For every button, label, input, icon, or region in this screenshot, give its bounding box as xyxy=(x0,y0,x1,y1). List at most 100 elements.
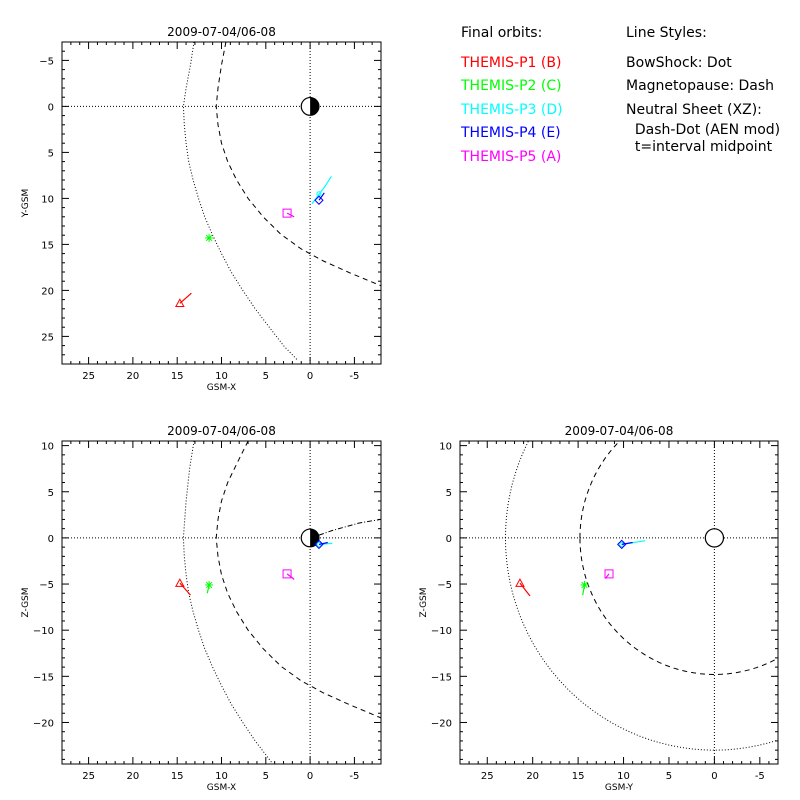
x-axis-label: GSM-X xyxy=(207,783,236,793)
line-style-item: Neutral Sheet (XZ): xyxy=(626,101,762,118)
line-styles-items: BowShock: Dot Magnetopause: Dash Neutral S… xyxy=(626,52,780,157)
earth-night-side xyxy=(310,97,319,116)
x-tick-label: -5 xyxy=(349,371,359,382)
y-tick-label: 5 xyxy=(446,488,452,499)
y-tick-label: −10 xyxy=(33,626,54,637)
y-tick-label: 25 xyxy=(41,332,54,343)
x-tick-label: 20 xyxy=(526,771,539,782)
bow-shock-line xyxy=(182,42,298,360)
plot-area xyxy=(62,42,381,364)
spacecraft-marker-square xyxy=(282,569,292,579)
y-tick-label: 0 xyxy=(446,534,452,545)
y-tick-label: −5 xyxy=(39,56,54,67)
y-tick-label: 5 xyxy=(48,488,54,499)
y-tick-label: 10 xyxy=(41,442,54,453)
y-tick-label: −15 xyxy=(431,672,452,683)
plot-panel: 25 20 15 10 5 0 -5 10 5 0 −5 −10 −15 −20 2009-07-04/06… xyxy=(419,424,779,793)
y-tick-label: −10 xyxy=(431,626,452,637)
spacecraft-marker-diamond xyxy=(314,195,324,205)
spacecraft-marker-asterisk xyxy=(580,580,589,589)
plot-title: 2009-07-04/06-08 xyxy=(565,424,674,438)
y-tick-label: 15 xyxy=(41,240,54,251)
orbit-legend-item: THEMIS-P4 (E) xyxy=(461,125,561,141)
x-tick-label: 25 xyxy=(82,371,95,382)
orbit-legend-item: THEMIS-P1 (B) xyxy=(461,54,562,71)
y-tick-label: 10 xyxy=(41,194,54,205)
x-tick-label: -5 xyxy=(755,771,765,782)
plot-panel: 25 20 15 10 5 0 -5 −5 0 5 10 15 20 25 2009-07-04/06-08… xyxy=(21,25,382,393)
y-tick-label: 10 xyxy=(439,442,452,453)
plot-area xyxy=(460,441,778,764)
x-tick-label: 5 xyxy=(263,371,269,382)
line-style-item: t=interval midpoint xyxy=(626,139,773,155)
plot-panel: 25 20 15 10 5 0 -5 10 5 0 −5 −10 −15 −20 2009-07-04/06… xyxy=(21,424,382,793)
x-tick-label: 0 xyxy=(307,371,313,382)
earth-marker xyxy=(704,528,725,548)
spacecraft-marker-triangle xyxy=(175,578,185,587)
orbit-legend-item: THEMIS-P3 (D) xyxy=(461,101,563,118)
y-axis-label: Y-GSM xyxy=(21,189,31,218)
bow-shock-line xyxy=(504,441,778,751)
spacecraft-marker-square xyxy=(604,569,614,579)
spacecraft-marker-triangle xyxy=(175,298,185,307)
spacecraft-track xyxy=(318,541,328,545)
neutral-sheet-line xyxy=(318,518,381,536)
y-tick-label: −20 xyxy=(431,718,452,729)
plot-frame xyxy=(61,440,382,765)
x-tick-label: 0 xyxy=(307,771,313,782)
spacecraft-track xyxy=(179,582,191,596)
y-tick-label: 5 xyxy=(48,148,54,159)
magnetopause-line xyxy=(215,441,381,719)
spacecraft-track xyxy=(318,192,325,201)
plot-frame xyxy=(61,41,382,365)
y-tick-label: 0 xyxy=(48,102,54,113)
spacecraft-track xyxy=(519,582,531,597)
x-tick-label: 5 xyxy=(666,771,672,782)
spacecraft-marker-triangle xyxy=(515,578,525,587)
y-tick-label: −20 xyxy=(33,718,54,729)
spacecraft-marker-diamond xyxy=(617,539,627,550)
plot-frame xyxy=(459,440,779,765)
spacecraft-marker-diamond xyxy=(314,539,324,550)
y-axis-label: Z-GSM xyxy=(419,587,429,617)
y-tick-label: −15 xyxy=(33,672,54,683)
x-tick-label: 20 xyxy=(127,771,140,782)
plot-area xyxy=(62,441,381,764)
x-tick-label: 10 xyxy=(617,771,630,782)
x-tick-label: -5 xyxy=(349,771,359,782)
x-tick-label: 15 xyxy=(572,771,585,782)
x-tick-label: 10 xyxy=(215,771,228,782)
y-tick-label: −5 xyxy=(437,580,452,591)
y-tick-label: 20 xyxy=(41,286,54,297)
x-tick-label: 15 xyxy=(171,371,184,382)
line-style-item: BowShock: Dot xyxy=(626,54,732,71)
line-styles-title: Line Styles: xyxy=(626,25,707,41)
x-axis-label: GSM-X xyxy=(207,383,236,393)
magnetopause-line xyxy=(215,42,381,287)
bow-shock-line xyxy=(182,441,274,764)
y-tick-label: 0 xyxy=(48,534,54,545)
orbits-legend: Final orbits: THEMIS-P1 (B) THEMIS-P2 (C)… xyxy=(461,22,563,169)
x-tick-label: 20 xyxy=(127,371,140,382)
orbits-legend-items: THEMIS-P1 (B) THEMIS-P2 (C) THEMIS-P3 (D) T… xyxy=(461,52,563,170)
line-styles-legend: Line Styles: BowShock: Dot Magnetopause: … xyxy=(626,22,780,156)
plot-title: 2009-07-04/06-08 xyxy=(167,25,276,39)
asterisk-stroke xyxy=(205,581,213,589)
x-tick-label: 10 xyxy=(215,371,228,382)
x-tick-label: 25 xyxy=(481,771,494,782)
y-tick-label: −5 xyxy=(39,580,54,591)
spacecraft-track xyxy=(179,292,192,304)
spacecraft-marker-asterisk xyxy=(205,580,214,589)
orbit-legend-item: THEMIS-P5 (A) xyxy=(461,148,562,165)
spacecraft-track xyxy=(621,541,633,545)
asterisk-stroke xyxy=(581,581,588,589)
x-tick-label: 15 xyxy=(171,771,184,782)
line-style-item: Dash-Dot (AEN mod) xyxy=(626,122,781,138)
spacecraft-marker-square xyxy=(282,208,292,218)
orbits-legend-title: Final orbits: xyxy=(461,25,543,41)
line-style-item: Magnetopause: Dash xyxy=(626,78,775,94)
x-tick-label: 0 xyxy=(711,771,717,782)
asterisk-stroke xyxy=(205,234,213,242)
x-tick-label: 25 xyxy=(82,771,95,782)
